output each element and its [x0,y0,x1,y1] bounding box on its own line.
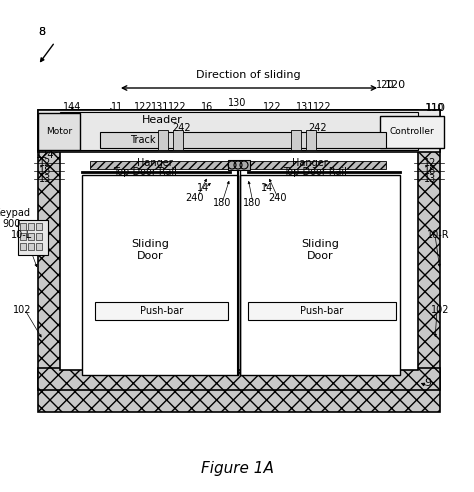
Text: 13: 13 [424,174,436,184]
Bar [28,233,34,240]
Text: Keypad: Keypad [0,208,30,218]
Text: 122: 122 [134,102,152,112]
Bar [20,243,26,250]
Text: Hanger: Hanger [292,158,328,168]
Text: 12: 12 [424,158,436,168]
Text: 14: 14 [197,183,209,193]
Text: 12: 12 [39,158,51,168]
Bar [90,161,230,169]
Text: 180: 180 [213,198,231,208]
Bar [20,233,26,240]
Text: 8: 8 [38,27,46,37]
Bar [28,243,34,250]
Bar [100,132,386,148]
Text: Controller: Controller [390,127,434,136]
Bar [95,302,228,320]
Text: Push-bar: Push-bar [140,306,183,316]
Bar [36,233,42,240]
Text: Top Door-Rail: Top Door-Rail [113,167,177,177]
Bar [291,130,301,150]
Bar [38,113,80,150]
Text: Direction of sliding: Direction of sliding [196,70,301,80]
Bar [306,130,316,150]
Text: 120: 120 [385,80,406,90]
Bar [240,175,400,375]
Bar [60,112,418,150]
Text: 180: 180 [243,198,261,208]
Bar [245,161,386,169]
Bar [38,110,440,152]
Text: Sliding
Door: Sliding Door [131,239,169,261]
Text: 240: 240 [269,193,287,203]
Text: 131: 131 [151,102,169,112]
Bar [36,243,42,250]
Text: 240: 240 [186,193,204,203]
Bar [38,368,440,390]
Text: 900: 900 [3,219,21,229]
Bar [38,110,440,412]
Text: 18: 18 [39,166,51,176]
Bar [20,223,26,230]
Text: 102: 102 [431,305,449,315]
Text: 124: 124 [36,150,54,160]
Text: 14: 14 [261,183,273,193]
Text: Hanger: Hanger [137,158,173,168]
Bar [158,130,168,150]
Text: 18: 18 [424,166,436,176]
Text: Sliding
Door: Sliding Door [301,239,339,261]
Text: 131: 131 [296,102,314,112]
Bar [60,110,418,370]
Text: Top Door-Rail: Top Door-Rail [283,167,347,177]
Text: 110: 110 [426,103,444,113]
Text: 144: 144 [63,102,81,112]
Bar [173,130,183,150]
Text: 120: 120 [376,80,394,90]
Text: 122: 122 [168,102,186,112]
Text: Figure 1A: Figure 1A [201,461,273,475]
Text: 122: 122 [263,102,281,112]
Bar [28,223,34,230]
Bar [248,302,396,320]
Text: Header: Header [142,115,182,125]
Text: 16: 16 [201,102,213,112]
Text: 11: 11 [111,102,123,112]
Text: Push-bar: Push-bar [301,306,344,316]
Bar [18,220,48,255]
Text: 10-L: 10-L [11,230,33,240]
Text: 110: 110 [425,103,446,113]
Text: 242: 242 [173,123,191,133]
Bar [36,223,42,230]
Bar [60,110,418,370]
Text: Track: Track [130,135,155,145]
Text: 10-R: 10-R [427,230,449,240]
Text: 8: 8 [38,27,46,37]
Text: 122: 122 [313,102,331,112]
Bar [82,175,238,375]
Bar [228,160,250,170]
Text: 242: 242 [309,123,328,133]
Bar [380,116,444,148]
Text: 102: 102 [13,305,31,315]
Text: 130: 130 [228,98,246,108]
Text: 13: 13 [39,174,51,184]
Text: Motor: Motor [46,127,72,136]
Text: 9: 9 [424,378,431,388]
